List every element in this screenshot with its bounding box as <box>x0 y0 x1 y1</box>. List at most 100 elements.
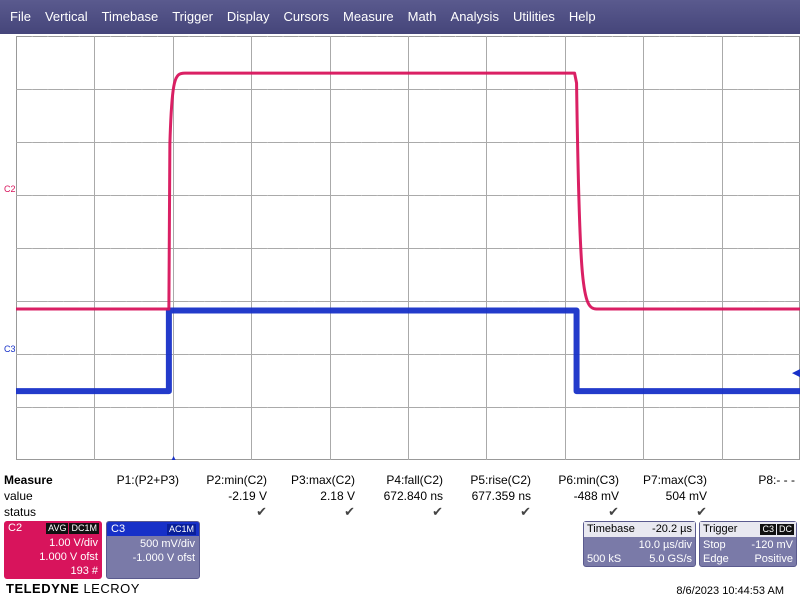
grid-dot <box>784 142 786 143</box>
grid-dot <box>439 301 441 302</box>
c2-offset-marker[interactable]: C2 <box>4 184 16 194</box>
grid-dot <box>125 89 127 90</box>
grid-dot <box>31 89 33 90</box>
grid-dot <box>204 142 206 143</box>
c3-vdiv: 500 mV/div <box>139 538 195 550</box>
grid-dot <box>705 142 707 143</box>
grid-dot <box>204 407 206 408</box>
param-p7-name[interactable]: P7:max(C3) <box>642 473 707 487</box>
menu-analysis[interactable]: Analysis <box>450 9 499 24</box>
grid-dot <box>423 89 425 90</box>
param-p3-name[interactable]: P3:max(C2) <box>290 473 355 487</box>
param-p6-status-icon: ✔ <box>608 504 619 519</box>
grid-dot <box>360 142 362 143</box>
grid-dot <box>784 248 786 249</box>
c2-box-name: C2 <box>8 522 23 534</box>
grid-dot <box>705 248 707 249</box>
param-p2-name[interactable]: P2:min(C2) <box>206 473 267 487</box>
grid-dot <box>157 407 159 408</box>
grid-dot <box>188 195 190 196</box>
waveform-display <box>16 36 800 460</box>
grid-dot <box>784 36 786 37</box>
grid-dot <box>266 301 268 302</box>
param-p5-name[interactable]: P5:rise(C2) <box>470 473 531 487</box>
grid-dot <box>580 142 582 143</box>
timebase-label: Timebase <box>587 523 635 535</box>
param-p6-name[interactable]: P6:min(C3) <box>558 473 619 487</box>
param-p7-value: 504 mV <box>665 489 707 503</box>
waveform-grid[interactable] <box>16 36 800 460</box>
grid-dot <box>596 248 598 249</box>
grid-dot <box>768 354 770 355</box>
c3-descriptor-box[interactable]: C3 AC1M 500 mV/div -1.000 V ofst <box>106 521 200 579</box>
grid-dot <box>674 142 676 143</box>
menu-bar: File Vertical Timebase Trigger Display C… <box>0 0 800 34</box>
grid-dot <box>596 407 598 408</box>
grid-dot <box>690 354 692 355</box>
timebase-delay: -20.2 µs <box>652 523 692 535</box>
grid-dot <box>376 301 378 302</box>
grid-dot <box>596 142 598 143</box>
timebase-box[interactable]: Timebase -20.2 µs 10.0 µs/div 500 kS 5.0… <box>583 521 696 567</box>
grid-dot <box>360 89 362 90</box>
grid-dot <box>596 301 598 302</box>
grid-dot <box>47 36 49 37</box>
grid-dot <box>737 301 739 302</box>
param-p3-value: 2.18 V <box>320 489 355 503</box>
param-p2-status-icon: ✔ <box>256 504 267 519</box>
menu-vertical[interactable]: Vertical <box>44 9 88 24</box>
grid-dot <box>266 195 268 196</box>
grid-dot <box>392 142 394 143</box>
grid-dot <box>345 248 347 249</box>
menu-help[interactable]: Help <box>568 9 596 24</box>
menu-display[interactable]: Display <box>226 9 270 24</box>
c3-offset-marker[interactable]: C3 <box>4 344 16 354</box>
menu-utilities[interactable]: Utilities <box>512 9 555 24</box>
grid-dot <box>298 89 300 90</box>
grid-dot <box>298 407 300 408</box>
param-p7-status-icon: ✔ <box>696 504 707 519</box>
grid-dot <box>110 301 112 302</box>
menu-measure[interactable]: Measure <box>343 9 394 24</box>
c2-vdiv: 1.00 V/div <box>49 537 98 549</box>
trigger-box[interactable]: Trigger C3 DC Stop -120 mV Edge Positive <box>699 521 797 567</box>
grid-dot <box>502 248 504 249</box>
grid-dot <box>658 354 660 355</box>
grid-dot <box>110 248 112 249</box>
grid-dot <box>63 89 65 90</box>
menu-file[interactable]: File <box>10 9 31 24</box>
grid-dot <box>502 354 504 355</box>
param-p4-name[interactable]: P4:fall(C2) <box>386 473 443 487</box>
c3-offset: -1.000 V ofst <box>132 552 195 564</box>
grid-dot <box>690 407 692 408</box>
param-p1-name[interactable]: P1:(P2+P3) <box>116 473 179 487</box>
param-p8-name[interactable]: P8:- - - <box>758 473 795 487</box>
grid-dot <box>235 248 237 249</box>
grid-dot <box>533 195 535 196</box>
grid-dot <box>313 89 315 90</box>
grid-dot <box>439 354 441 355</box>
c3-coupling-tag: AC1M <box>166 524 196 535</box>
grid-dot <box>674 407 676 408</box>
grid-dot <box>690 301 692 302</box>
c2-descriptor-box[interactable]: C2 AVG DC1M 1.00 V/div 1.000 V ofst 193 … <box>4 521 102 579</box>
grid-dot <box>705 407 707 408</box>
menu-cursors[interactable]: Cursors <box>283 9 330 24</box>
menu-trigger[interactable]: Trigger <box>172 9 213 24</box>
grid-dot <box>627 407 629 408</box>
grid-dot <box>752 407 754 408</box>
grid-dot <box>737 248 739 249</box>
grid-dot <box>298 142 300 143</box>
menu-math[interactable]: Math <box>407 9 437 24</box>
grid-dot <box>266 142 268 143</box>
grid-dot <box>455 195 457 196</box>
grid-dot <box>752 248 754 249</box>
grid-dot <box>31 301 33 302</box>
grid-dot <box>611 354 613 355</box>
param-p3-status-icon: ✔ <box>344 504 355 519</box>
c2-offset: 1.000 V ofst <box>39 551 98 563</box>
grid-dot <box>63 301 65 302</box>
trigger-type: Edge <box>703 553 729 565</box>
menu-timebase[interactable]: Timebase <box>101 9 159 24</box>
grid-dot <box>78 407 80 408</box>
